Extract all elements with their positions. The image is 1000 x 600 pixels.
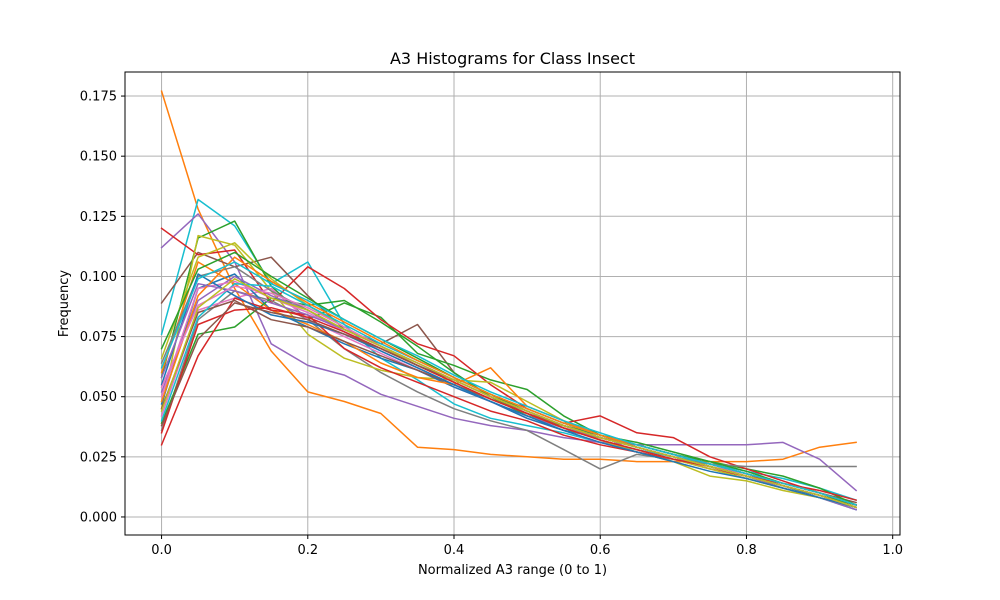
series-line-1: [160, 90, 857, 463]
x-tick-label: 0.0: [151, 543, 172, 558]
y-tick-label: 0.000: [80, 510, 117, 525]
series-line-20: [160, 273, 858, 509]
series-line-18: [160, 242, 858, 509]
x-tick-label: 0.6: [590, 543, 611, 558]
y-axis-label: Frequency: [57, 270, 72, 337]
series-line-7: [160, 290, 857, 470]
plot-frame: [124, 71, 901, 536]
y-tick-label: 0.100: [80, 270, 117, 285]
x-tick-label: 1.0: [882, 543, 903, 558]
y-tick-label: 0.125: [80, 210, 117, 225]
y-tick-label: 0.175: [80, 90, 117, 105]
x-tick-label: 0.2: [297, 543, 318, 558]
y-tick-label: 0.150: [80, 150, 117, 165]
chart-title: A3 Histograms for Class Insect: [390, 49, 635, 68]
x-tick-label: 0.4: [444, 543, 465, 558]
y-tick-label: 0.025: [80, 450, 117, 465]
series-lines: [160, 90, 858, 511]
y-axis-ticks: 0.000 0.025 0.050 0.075 0.100 0.125 0.150 0.175: [80, 90, 125, 525]
series-line-5: [160, 220, 858, 506]
y-tick-label: 0.075: [80, 330, 117, 345]
grid: [125, 72, 900, 535]
series-line-3: [160, 213, 858, 492]
series-line-6: [160, 227, 858, 506]
x-tick-label: 0.8: [736, 543, 757, 558]
x-axis-label: Normalized A3 range (0 to 1): [418, 563, 607, 578]
series-line-26: [160, 261, 858, 506]
y-tick-label: 0.050: [80, 390, 117, 405]
x-axis-ticks: 0.0 0.2 0.4 0.6 0.8 1.0: [151, 535, 903, 558]
series-line-28: [160, 278, 858, 509]
